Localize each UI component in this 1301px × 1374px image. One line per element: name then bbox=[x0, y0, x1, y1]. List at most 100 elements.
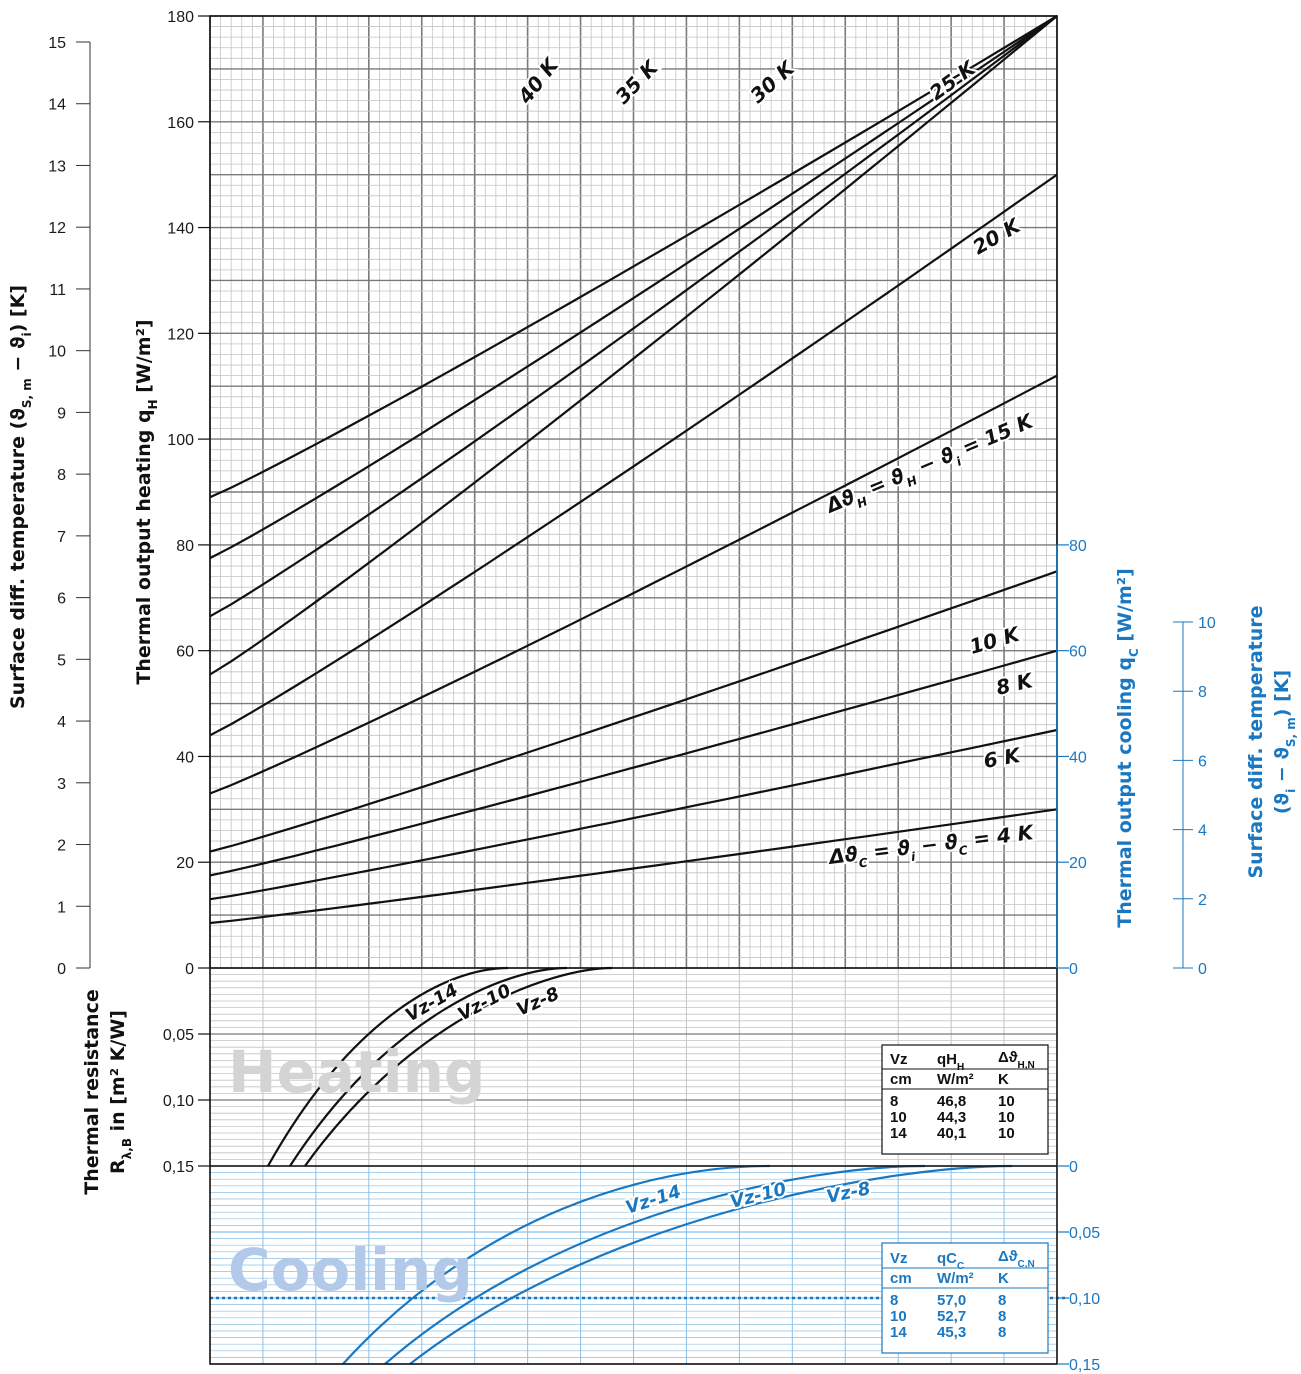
right1-tick-label: 40 bbox=[1069, 749, 1087, 766]
heating-table-r1-vz: 10 bbox=[890, 1109, 907, 1126]
left2-tick-label: 160 bbox=[167, 115, 194, 132]
heating-table-unit-dt: K bbox=[998, 1071, 1009, 1088]
cooling-table-r1-q: 52,7 bbox=[937, 1308, 966, 1325]
cooling-table-r0-dt: 8 bbox=[998, 1292, 1006, 1309]
chart-grid bbox=[209, 15, 1058, 1365]
left1-tick-label: 8 bbox=[57, 467, 66, 484]
vz-heating-curve-0 bbox=[267, 966, 509, 1167]
vz14-cooling-label: Vz-14 bbox=[623, 1181, 684, 1219]
left1-tick-label: 4 bbox=[57, 714, 66, 731]
cooling-table-header-q: qCC bbox=[937, 1250, 964, 1272]
left2-tick-label: 80 bbox=[176, 538, 194, 555]
left2-tick-label: 0 bbox=[185, 961, 194, 978]
heating-table-r0-dt: 10 bbox=[998, 1093, 1015, 1110]
cooling-res-tick-label: 0,05 bbox=[1069, 1225, 1100, 1242]
right1-tick-label: 0 bbox=[1069, 961, 1078, 978]
heating-output-line-6 bbox=[209, 570, 1058, 853]
cooling-res-tick-label: 0,15 bbox=[1069, 1357, 1100, 1374]
right2-axis-title-line1: Surface diff. temperature bbox=[1245, 605, 1267, 878]
cooling-table-header-dt: ΔϑC,N bbox=[998, 1248, 1035, 1270]
heating-table-unit-q: W/m² bbox=[937, 1071, 974, 1088]
heating-output-line-8 bbox=[209, 728, 1058, 901]
left1-tick-label: 7 bbox=[57, 529, 66, 546]
right2-tick-label: 2 bbox=[1198, 892, 1207, 909]
cooling-table: Vz qCC ΔϑC,N cm W/m² K 8 57,0 8 10 52,7 … bbox=[881, 1242, 1049, 1354]
heating-output-line-1 bbox=[209, 15, 1058, 560]
heating-output-line-3 bbox=[209, 15, 1058, 676]
curve-label-8k: 8 K bbox=[994, 668, 1036, 700]
heating-res-tick-label: 0,05 bbox=[163, 1027, 194, 1044]
cooling-table-unit-q: W/m² bbox=[937, 1270, 974, 1287]
vz-cooling-curve-0 bbox=[342, 1164, 771, 1365]
vz10-heating-label: Vz-10 bbox=[454, 980, 514, 1025]
left1-tick-label: 6 bbox=[57, 591, 66, 608]
left1-tick-label: 11 bbox=[49, 282, 66, 299]
left2-tick-label: 60 bbox=[176, 644, 194, 661]
chart-curves bbox=[209, 15, 1068, 1365]
heating-output-line-4 bbox=[209, 173, 1058, 737]
heating-output-line-2 bbox=[209, 15, 1058, 618]
left2-tick-label: 40 bbox=[176, 749, 194, 766]
curve-label-20k: 20 K bbox=[969, 213, 1026, 260]
cooling-table-r1-vz: 10 bbox=[890, 1308, 907, 1325]
right2-tick-label: 0 bbox=[1198, 961, 1207, 978]
cooling-table-r2-dt: 8 bbox=[998, 1324, 1006, 1341]
left1-tick-label: 15 bbox=[48, 35, 66, 52]
right2-tick-label: 4 bbox=[1198, 823, 1207, 840]
chart-axes: 0123456789101112131415020406080100120140… bbox=[48, 9, 1216, 1374]
left2-tick-label: 120 bbox=[167, 326, 194, 343]
heating-table: Vz qHH ΔϑH,N cm W/m² K 8 46,8 10 10 44,3… bbox=[881, 1044, 1049, 1155]
cooling-res-tick-label: 0,10 bbox=[1069, 1291, 1100, 1308]
right2-axis-title-line2: (ϑi − ϑS, m) [K] bbox=[1271, 670, 1298, 814]
heating-table-header-dt: ΔϑH,N bbox=[998, 1049, 1035, 1071]
heating-table-header-vz: Vz bbox=[890, 1051, 908, 1068]
right2-tick-label: 10 bbox=[1198, 615, 1216, 632]
right2-tick-label: 6 bbox=[1198, 753, 1207, 770]
left2-tick-label: 140 bbox=[167, 221, 194, 238]
heating-table-r0-vz: 8 bbox=[890, 1093, 898, 1110]
curve-label-6k: 6 K bbox=[982, 743, 1023, 773]
vz-heating-curve-1 bbox=[289, 966, 568, 1167]
heating-res-tick-label: 0,10 bbox=[163, 1093, 194, 1110]
heating-table-r2-vz: 14 bbox=[890, 1125, 907, 1142]
cooling-watermark: Cooling bbox=[228, 1236, 473, 1304]
cooling-table-r0-q: 57,0 bbox=[937, 1292, 966, 1309]
heating-table-r0-q: 46,8 bbox=[937, 1093, 966, 1110]
right2-tick-label: 8 bbox=[1198, 684, 1207, 701]
left1-tick-label: 0 bbox=[57, 961, 66, 978]
heating-output-line-7 bbox=[209, 649, 1058, 877]
left2-tick-label: 100 bbox=[167, 432, 194, 449]
cooling-table-r2-vz: 14 bbox=[890, 1324, 907, 1341]
right1-tick-label: 60 bbox=[1069, 644, 1087, 661]
left1-tick-label: 10 bbox=[48, 344, 66, 361]
heating-table-r1-dt: 10 bbox=[998, 1109, 1015, 1126]
left1-tick-label: 5 bbox=[57, 652, 66, 669]
cooling-table-header-vz: Vz bbox=[890, 1250, 908, 1267]
resistance-axis-title-line1: Thermal resistance bbox=[81, 989, 103, 1194]
left1-tick-label: 12 bbox=[48, 220, 66, 237]
left1-tick-label: 14 bbox=[48, 97, 66, 114]
cooling-table-r0-vz: 8 bbox=[890, 1292, 898, 1309]
left1-tick-label: 13 bbox=[48, 158, 66, 175]
heating-output-line-9 bbox=[209, 808, 1058, 925]
cooling-res-tick-label: 0 bbox=[1069, 1159, 1078, 1176]
left2-axis-title: Thermal output heating qH [W/m²] bbox=[133, 319, 160, 684]
cooling-table-r2-q: 45,3 bbox=[937, 1324, 966, 1341]
cooling-table-r1-dt: 8 bbox=[998, 1308, 1006, 1325]
heating-res-tick-label: 0,15 bbox=[163, 1159, 194, 1176]
vz-cooling-curve-1 bbox=[384, 1164, 926, 1365]
heating-watermark: Heating bbox=[228, 1038, 485, 1106]
vz10-cooling-label: Vz-10 bbox=[728, 1179, 788, 1213]
left2-tick-label: 20 bbox=[176, 855, 194, 872]
heating-table-header-q: qHH bbox=[937, 1051, 964, 1073]
heating-table-r2-q: 40,1 bbox=[937, 1125, 966, 1142]
vz14-heating-label: Vz-14 bbox=[402, 980, 462, 1027]
resistance-axis-title-line2: Rλ,B in [m² K/W] bbox=[107, 1010, 134, 1174]
right1-tick-label: 20 bbox=[1069, 855, 1087, 872]
left1-tick-label: 2 bbox=[57, 838, 66, 855]
heating-output-line-5 bbox=[209, 374, 1058, 795]
left1-axis-title: Surface diff. temperature (ϑS, m − ϑi) [… bbox=[7, 285, 34, 709]
right1-tick-label: 80 bbox=[1069, 538, 1087, 555]
heating-table-r1-q: 44,3 bbox=[937, 1109, 966, 1126]
